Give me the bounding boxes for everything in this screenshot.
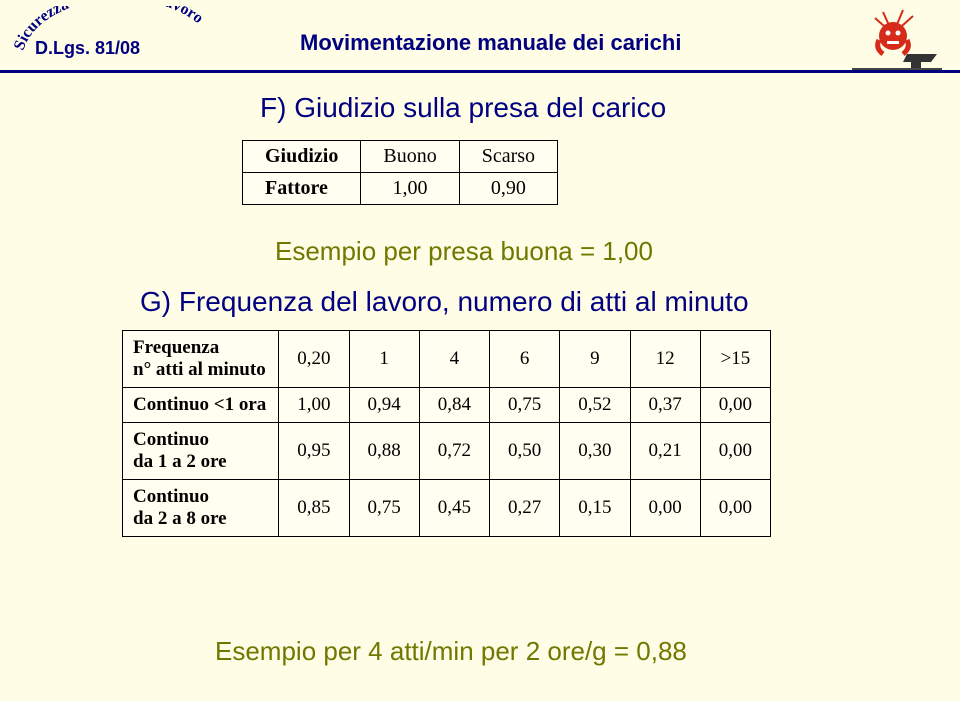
section-g-title: G) Frequenza del lavoro, numero di atti …: [140, 286, 749, 318]
cell: 1,00: [361, 173, 459, 205]
cell: 6: [490, 331, 560, 388]
cell: 0,00: [700, 388, 770, 423]
cell: 0,90: [459, 173, 557, 205]
cell: 0,27: [490, 480, 560, 537]
decree-label: D.Lgs. 81/08: [35, 38, 140, 59]
angry-worker-icon: [855, 6, 945, 71]
cell: 1,00: [279, 388, 349, 423]
judgement-table: Giudizio Buono Scarso Fattore 1,00 0,90: [242, 140, 558, 205]
cell: 0,37: [630, 388, 700, 423]
cell: 0,20: [279, 331, 349, 388]
cell: 0,15: [560, 480, 630, 537]
cell: 0,45: [419, 480, 489, 537]
cell: 0,95: [279, 423, 349, 480]
cell: 0,52: [560, 388, 630, 423]
cell: 0,88: [349, 423, 419, 480]
row-label: Continuoda 1 a 2 ore: [123, 423, 279, 480]
cell: 0,94: [349, 388, 419, 423]
table-row: Frequenzan° atti al minuto 0,20 1 4 6 9 …: [123, 331, 771, 388]
cell: >15: [700, 331, 770, 388]
cell: 0,50: [490, 423, 560, 480]
section-f-title: F) Giudizio sulla presa del carico: [260, 92, 666, 124]
table-row: Continuoda 2 a 8 ore 0,85 0,75 0,45 0,27…: [123, 480, 771, 537]
cell: 0,00: [700, 423, 770, 480]
table-row: Giudizio Buono Scarso: [243, 141, 558, 173]
cell: 9: [560, 331, 630, 388]
cell: 0,72: [419, 423, 489, 480]
table-row: Fattore 1,00 0,90: [243, 173, 558, 205]
row-label-giudizio: Giudizio: [243, 141, 361, 173]
cell: 0,00: [700, 480, 770, 537]
frequency-table: Frequenzan° atti al minuto 0,20 1 4 6 9 …: [122, 330, 771, 537]
cell: Scarso: [459, 141, 557, 173]
row-label: Continuo <1 ora: [123, 388, 279, 423]
cell: 1: [349, 331, 419, 388]
row-label: Continuoda 2 a 8 ore: [123, 480, 279, 537]
cell: Buono: [361, 141, 459, 173]
cell: 0,75: [490, 388, 560, 423]
cell: 0,84: [419, 388, 489, 423]
example-g: Esempio per 4 atti/min per 2 ore/g = 0,8…: [215, 636, 687, 667]
header-divider: [0, 70, 960, 73]
row-label-fattore: Fattore: [243, 173, 361, 205]
cell: 4: [419, 331, 489, 388]
page-title: Movimentazione manuale dei carichi: [300, 30, 681, 56]
table-row: Continuo <1 ora 1,00 0,94 0,84 0,75 0,52…: [123, 388, 771, 423]
freq-header-label: Frequenzan° atti al minuto: [123, 331, 279, 388]
cell: 0,75: [349, 480, 419, 537]
cell: 0,21: [630, 423, 700, 480]
table-row: Continuoda 1 a 2 ore 0,95 0,88 0,72 0,50…: [123, 423, 771, 480]
cell: 0,00: [630, 480, 700, 537]
example-f: Esempio per presa buona = 1,00: [275, 236, 653, 267]
cell: 12: [630, 331, 700, 388]
cell: 0,85: [279, 480, 349, 537]
cell: 0,30: [560, 423, 630, 480]
